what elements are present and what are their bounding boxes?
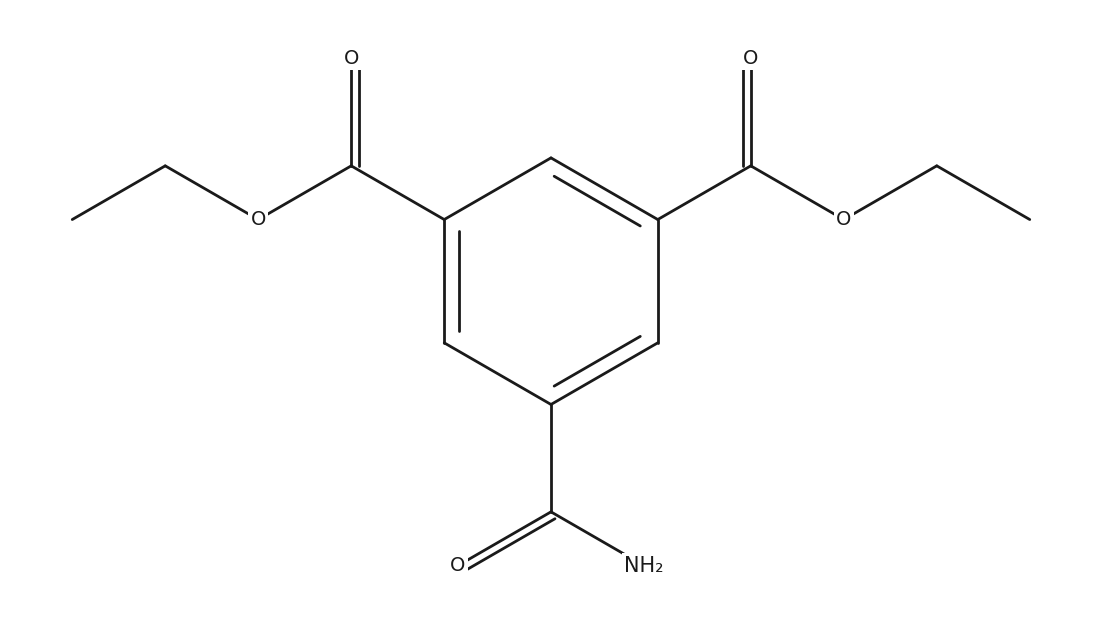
Text: O: O — [250, 210, 266, 229]
Text: NH₂: NH₂ — [624, 555, 663, 575]
Text: O: O — [743, 49, 758, 68]
Text: O: O — [836, 210, 852, 229]
Text: O: O — [344, 49, 359, 68]
Text: O: O — [451, 556, 466, 575]
